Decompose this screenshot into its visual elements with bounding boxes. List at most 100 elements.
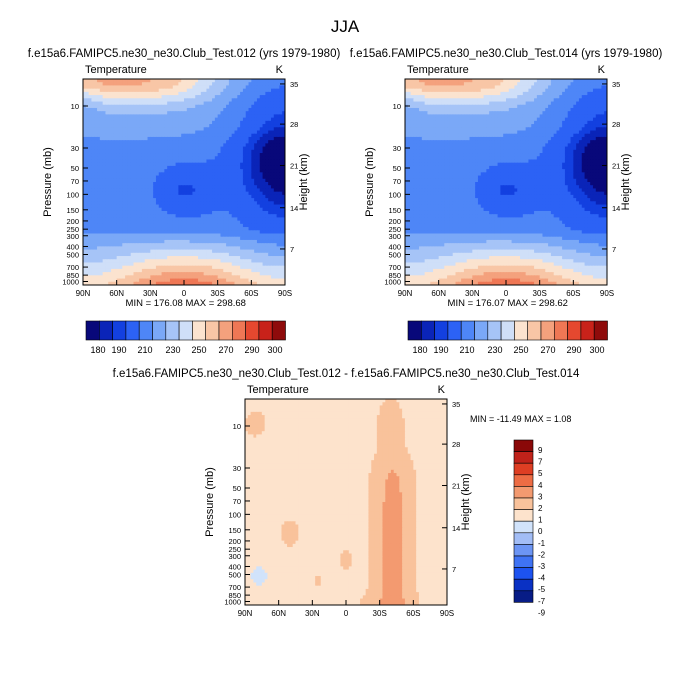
contour-cell [273, 169, 278, 173]
contour-cell [251, 107, 255, 112]
contour-cell [105, 165, 109, 170]
contour-cell [99, 207, 104, 212]
contour-cell [231, 272, 236, 276]
contour-cell [226, 191, 230, 196]
contour-cell [220, 82, 224, 87]
contour-cell [256, 259, 261, 264]
contour-cell [228, 140, 233, 144]
contour-cell [265, 230, 269, 235]
contour-cell [144, 227, 149, 231]
contour-cell [192, 272, 196, 276]
contour-cell [88, 140, 93, 144]
contour-cell [150, 233, 154, 238]
contour-cell [99, 165, 104, 170]
contour-cell [94, 95, 98, 99]
contour-cell [251, 111, 255, 116]
contour-cell [245, 217, 250, 222]
contour-cell [270, 204, 275, 209]
contour-cell [234, 239, 238, 244]
contour-cell [144, 252, 149, 257]
contour-cell [231, 124, 236, 128]
contour-cell [189, 91, 194, 96]
contour-cell [94, 259, 98, 264]
contour-cell [438, 88, 443, 93]
contour-cell [214, 227, 219, 231]
contour-cell [279, 85, 283, 90]
contour-cell [242, 262, 247, 267]
contour-cell [234, 175, 238, 180]
contour-cell [209, 185, 213, 190]
contour-cell [545, 79, 549, 83]
contour-cell [240, 281, 244, 285]
contour-cell [111, 185, 115, 190]
contour-cell [175, 127, 179, 132]
contour-cell [181, 191, 185, 196]
contour-cell [217, 117, 222, 122]
contour-cell [88, 214, 93, 219]
contour-cell [108, 178, 112, 183]
contour-cell [94, 201, 98, 206]
contour-cell [158, 120, 163, 125]
contour-cell [88, 281, 93, 285]
contour-cell [545, 82, 549, 87]
contour-cell [262, 175, 266, 180]
contour-cell [282, 198, 285, 202]
contour-cell [256, 182, 261, 186]
contour-cell [192, 201, 196, 206]
contour-cell [455, 82, 459, 87]
contour-cell [85, 201, 90, 206]
contour-cell [223, 159, 227, 164]
contour-cell [262, 117, 266, 122]
contour-cell [133, 149, 137, 154]
contour-cell [150, 133, 154, 138]
contour-cell [214, 162, 219, 167]
contour-cell [116, 88, 121, 93]
contour-cell [150, 239, 154, 244]
contour-cell [259, 98, 264, 103]
contour-cell [542, 88, 546, 93]
contour-cell [186, 220, 191, 225]
contour-cell [147, 198, 151, 202]
contour-cell [228, 136, 233, 141]
contour-cell [167, 127, 171, 132]
contour-cell [181, 217, 185, 222]
contour-cell [181, 107, 185, 112]
contour-cell [279, 272, 283, 276]
contour-cell [169, 207, 174, 212]
contour-cell [212, 114, 216, 119]
contour-cell [155, 204, 160, 209]
contour-cell [147, 182, 151, 186]
contour-cell [127, 130, 132, 135]
contour-cell [270, 127, 275, 132]
contour-cell [153, 220, 157, 225]
contour-cell [153, 252, 157, 257]
contour-cell [116, 111, 121, 116]
contour-cell [192, 153, 196, 157]
contour-cell [270, 265, 275, 270]
contour-cell [119, 101, 123, 106]
contour-cell [153, 275, 157, 280]
contour-cell [212, 256, 216, 260]
contour-cell [259, 275, 264, 280]
contour-cell [139, 98, 143, 103]
contour-cell [181, 124, 185, 128]
contour-cell [88, 82, 93, 87]
contour-cell [240, 88, 244, 93]
contour-cell [158, 175, 163, 180]
contour-cell [268, 172, 272, 177]
contour-cell [223, 278, 227, 283]
contour-cell [525, 79, 530, 83]
contour-cell [91, 140, 95, 144]
contour-cell [463, 91, 468, 96]
contour-cell [150, 136, 154, 141]
contour-cell [102, 227, 107, 231]
contour-cell [164, 79, 168, 83]
contour-cell [144, 98, 149, 103]
contour-cell [248, 175, 252, 180]
contour-cell [276, 252, 280, 257]
contour-cell [184, 272, 188, 276]
contour-cell [141, 268, 146, 273]
contour-cell [136, 239, 140, 244]
contour-cell [254, 88, 258, 93]
contour-cell [192, 88, 196, 93]
